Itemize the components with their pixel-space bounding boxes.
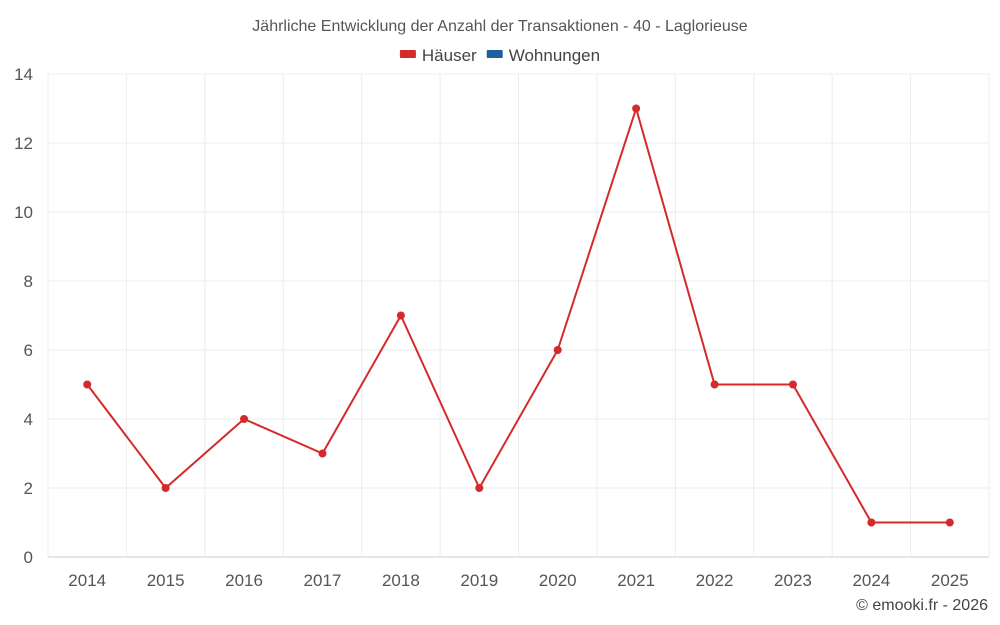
legend-label: Wohnungen [509,46,600,65]
legend-label: Häuser [422,46,477,65]
x-tick-label: 2014 [68,571,106,590]
data-point[interactable] [632,104,641,113]
data-point[interactable] [475,484,484,492]
x-tick-label: 2016 [225,571,263,590]
data-point[interactable] [867,518,876,527]
y-axis: 0 2 4 6 8 10 12 14 [14,65,33,567]
credit-text: © emooki.fr - 2026 [856,597,988,614]
x-tick-label: 2015 [147,571,185,590]
data-point[interactable] [161,484,170,492]
y-tick-label: 10 [14,203,33,222]
y-tick-label: 4 [24,410,33,429]
legend-item[interactable]: Wohnungen [486,46,600,65]
x-tick-label: 2019 [460,571,498,590]
data-point[interactable] [83,380,92,389]
y-tick-label: 0 [24,548,33,567]
data-point[interactable] [710,380,719,389]
x-tick-label: 2020 [539,571,577,590]
x-tick-label: 2017 [304,571,342,590]
legend-item[interactable]: Häuser [399,46,477,65]
legend: Häuser Wohnungen [399,46,600,65]
data-point[interactable] [396,311,405,320]
x-axis: 2014 2015 2016 2017 2018 2019 2020 2021 2022 2023… [68,571,968,590]
data-point[interactable] [240,415,249,423]
legend-swatch [486,50,503,58]
data-point[interactable] [553,346,562,354]
grid [47,73,990,558]
chart-title: Jährliche Entwicklung der Anzahl der Tra… [252,18,747,35]
y-tick-label: 8 [24,272,33,291]
legend-swatch [399,50,416,58]
y-tick-label: 14 [14,65,33,84]
data-point[interactable] [318,449,327,458]
x-tick-label: 2025 [931,571,969,590]
series-line [86,107,950,524]
x-tick-label: 2024 [852,571,890,590]
x-tick-label: 2022 [696,571,734,590]
x-tick-label: 2018 [382,571,420,590]
x-tick-label: 2021 [617,571,655,590]
x-tick-label: 2023 [774,571,812,590]
data-point[interactable] [945,518,954,527]
y-tick-label: 6 [24,341,33,360]
y-tick-label: 2 [24,479,33,498]
data-point[interactable] [788,380,797,389]
y-tick-label: 12 [14,134,33,153]
series-layer [83,104,954,527]
